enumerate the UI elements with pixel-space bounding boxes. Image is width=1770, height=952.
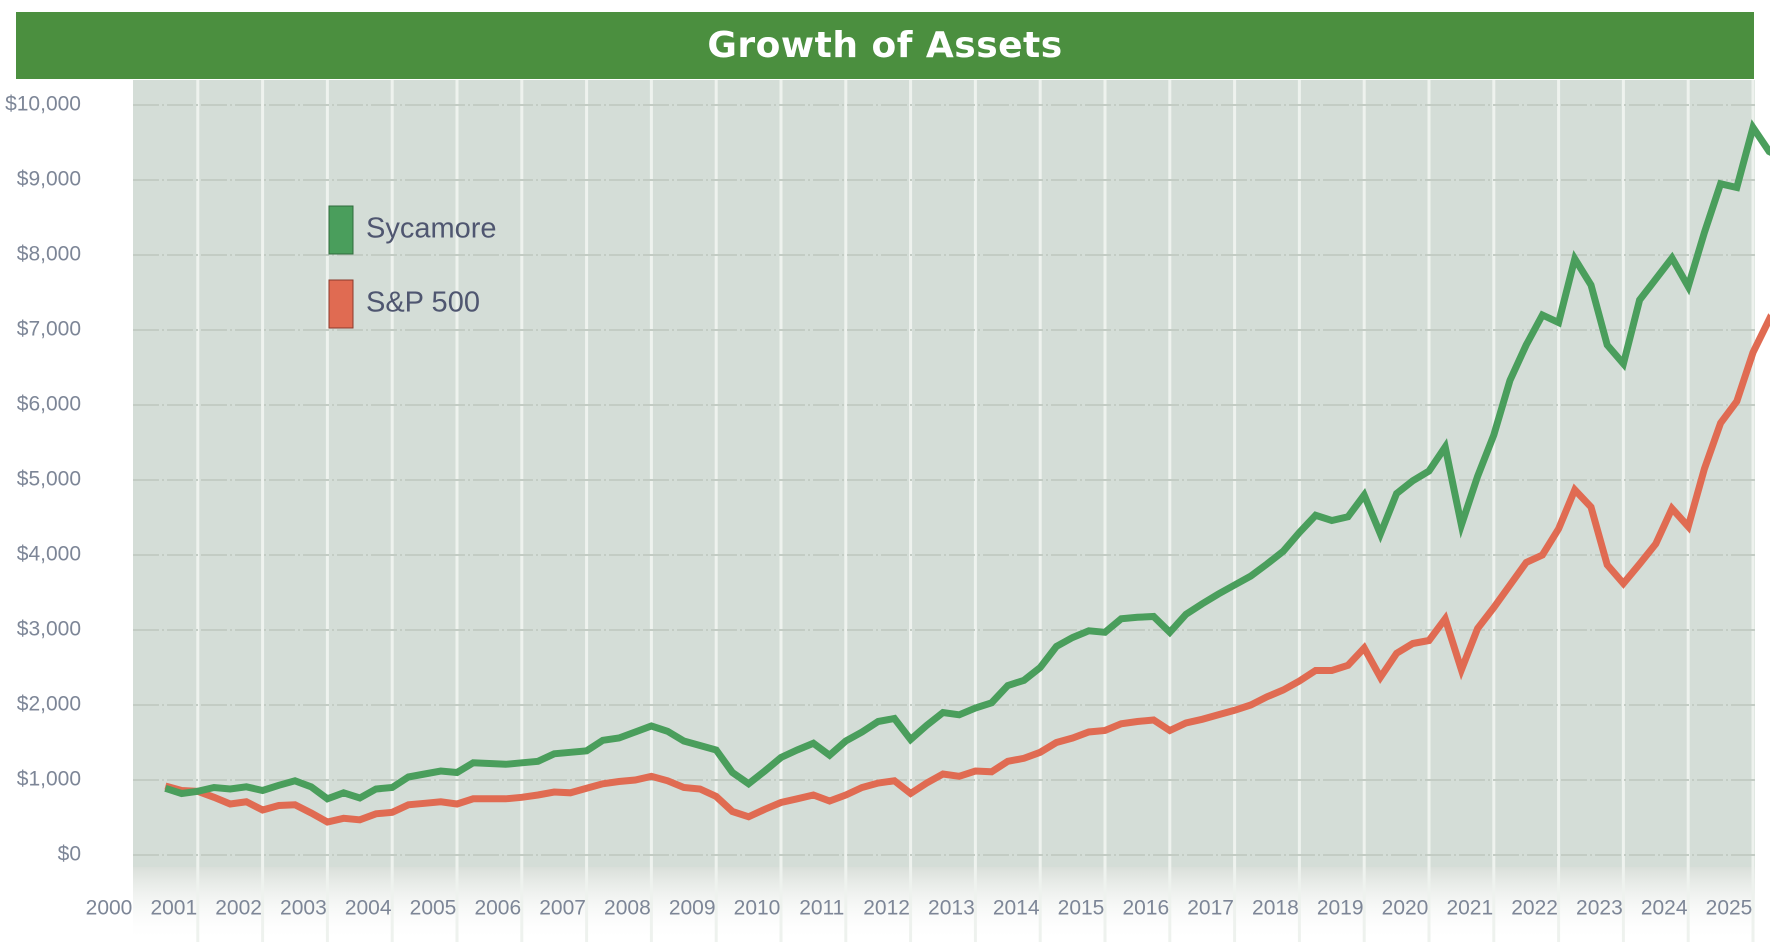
- y-tick-label: $4,000: [17, 543, 81, 566]
- y-axis-ticks: $0 $1,000 $2,000 $3,000 $4,000 $5,000 $6,000 $7…: [5, 93, 81, 866]
- x-tick-label: 2022: [1511, 897, 1558, 920]
- x-tick-label: 2007: [539, 897, 586, 920]
- series-lines: [164, 119, 1770, 826]
- x-tick-label: 2012: [863, 897, 910, 920]
- series-line-sycamore: [164, 119, 1770, 803]
- x-tick-label: 2001: [150, 897, 197, 920]
- x-tick-label: 2023: [1576, 897, 1623, 920]
- legend-swatch-sp500: [328, 279, 354, 329]
- x-tick-label: 2018: [1252, 897, 1299, 920]
- legend: Sycamore S&P 500: [328, 205, 497, 329]
- y-tick-label: $5,000: [17, 468, 81, 491]
- x-tick-label: 2008: [604, 897, 651, 920]
- x-tick-label: 2016: [1122, 897, 1169, 920]
- x-tick-label: 2003: [280, 897, 327, 920]
- y-tick-label: $1,000: [17, 768, 81, 791]
- x-axis-ticks: 2000 2001 2002 2003 2004 2005 2006 2007 2008 2009…: [86, 897, 1753, 920]
- x-tick-label: 2017: [1187, 897, 1234, 920]
- horizontal-grid: [133, 104, 1755, 856]
- x-tick-label: 2015: [1058, 897, 1105, 920]
- y-tick-label: $10,000: [5, 93, 81, 116]
- legend-label-sycamore: Sycamore: [366, 213, 497, 245]
- x-tick-label: 2013: [928, 897, 975, 920]
- x-tick-label: 2005: [410, 897, 457, 920]
- legend-swatch-sycamore: [328, 205, 354, 255]
- y-tick-label: $9,000: [17, 168, 81, 191]
- x-tick-label: 2002: [215, 897, 262, 920]
- x-tick-label: 2020: [1382, 897, 1429, 920]
- x-tick-label: 2025: [1706, 897, 1753, 920]
- x-tick-label: 2000: [86, 897, 133, 920]
- y-tick-label: $3,000: [17, 618, 81, 641]
- plot-background: [133, 80, 1755, 867]
- y-tick-label: $0: [58, 843, 81, 866]
- legend-label-sp500: S&P 500: [366, 287, 480, 319]
- x-tick-label: 2024: [1641, 897, 1688, 920]
- y-tick-label: $7,000: [17, 318, 81, 341]
- y-tick-label: $2,000: [17, 693, 81, 716]
- x-tick-label: 2010: [734, 897, 781, 920]
- x-tick-label: 2009: [669, 897, 716, 920]
- y-tick-label: $6,000: [17, 393, 81, 416]
- chart-title: Growth of Assets: [16, 12, 1754, 79]
- series-line-s-p-500: [164, 313, 1770, 826]
- x-axis-band: [133, 867, 1755, 942]
- x-tick-label: 2006: [474, 897, 521, 920]
- x-tick-label: 2011: [799, 897, 844, 920]
- vertical-grid: [196, 80, 1755, 942]
- x-tick-label: 2019: [1317, 897, 1364, 920]
- x-tick-label: 2014: [993, 897, 1040, 920]
- y-tick-label: $8,000: [17, 243, 81, 266]
- x-tick-label: 2021: [1446, 897, 1493, 920]
- x-tick-label: 2004: [345, 897, 392, 920]
